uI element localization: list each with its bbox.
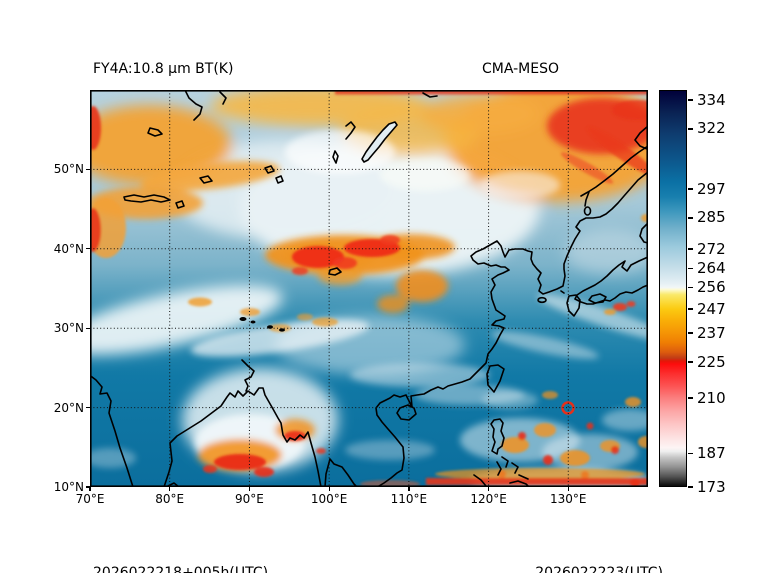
y-tick-label: 10°N [53, 480, 84, 494]
colorbar-tick-label: 210 [697, 388, 726, 407]
colorbar-tick-mark [688, 267, 693, 269]
colorbar-tick-mark [688, 308, 693, 310]
y-tick-label: 20°N [53, 400, 84, 415]
colorbar-tick-label: 173 [697, 477, 726, 496]
y-tick-mark [86, 327, 90, 329]
colorbar-tick-label: 322 [697, 119, 726, 138]
colorbar-tick-mark [688, 128, 693, 130]
colorbar-tick-mark [688, 452, 693, 455]
x-tick-label: 130°E [550, 492, 587, 506]
x-tick-label: 90°E [234, 492, 264, 506]
x-tick-mark [169, 487, 171, 491]
colorbar-tick-label: 256 [697, 278, 726, 297]
y-tick-mark [86, 486, 90, 488]
colorbar [659, 90, 687, 487]
colorbar-tick-mark [688, 486, 693, 488]
x-tick-label: 100°E [310, 492, 348, 506]
colorbar-tick-mark [688, 248, 693, 250]
colorbar-tick-mark [688, 99, 693, 101]
timestamp-block-right: 2026022223(UTC) 2026022307(CST) [400, 508, 663, 573]
plot-title-variable: FY4A:10.8 μm BT(K) [93, 61, 234, 77]
x-tick-mark [328, 487, 330, 491]
plot-title-model: CMA-MESO [482, 61, 560, 77]
colorbar-tick-label: 264 [697, 258, 726, 277]
colorbar-tick-label: 334 [697, 90, 726, 109]
y-tick-mark [86, 248, 90, 250]
bt-field-layer [90, 90, 648, 487]
coastlines-layer [90, 90, 648, 487]
y-tick-label: 30°N [53, 321, 84, 336]
colorbar-tick-label: 272 [697, 239, 726, 258]
colorbar-tick-mark [688, 217, 693, 219]
x-tick-mark [248, 487, 251, 491]
timestamp-block-left: 2026022218+005h(UTC) 2026022302+005h(CST… [93, 508, 268, 573]
colorbar-tick-mark [688, 188, 693, 190]
map-canvas [90, 90, 648, 487]
x-tick-mark [487, 487, 490, 491]
init-time-utc: 2026022218+005h(UTC) [93, 565, 269, 573]
y-tick-label: 40°N [53, 241, 84, 256]
latlon-grid [90, 90, 648, 487]
colorbar-tick-label: 237 [697, 323, 726, 342]
valid-time-utc: 2026022223(UTC) [535, 565, 663, 573]
colorbar-tick-label: 297 [697, 179, 726, 198]
y-tick-mark [86, 406, 90, 409]
colorbar-tick-label: 285 [697, 208, 726, 227]
colorbar-tick-label: 187 [697, 443, 726, 462]
colorbar-tick-mark [688, 397, 693, 399]
x-tick-label: 80°E [155, 492, 185, 506]
colorbar-tick-mark [688, 286, 693, 289]
x-tick-label: 70°E [75, 492, 105, 506]
colorbar-tick-label: 247 [697, 299, 726, 318]
x-tick-mark [567, 487, 569, 491]
map-border [90, 90, 648, 487]
y-tick-mark [86, 168, 90, 171]
bt-heatmap-svg [90, 90, 648, 487]
colorbar-tick-label: 225 [697, 352, 726, 371]
y-tick-label: 50°N [53, 162, 84, 177]
x-tick-mark [408, 487, 410, 491]
x-tick-mark [89, 487, 91, 491]
x-tick-label: 120°E [470, 492, 507, 506]
x-tick-label: 110°E [390, 492, 428, 506]
colorbar-tick-mark [688, 361, 693, 363]
colorbar-tick-mark [688, 332, 693, 334]
